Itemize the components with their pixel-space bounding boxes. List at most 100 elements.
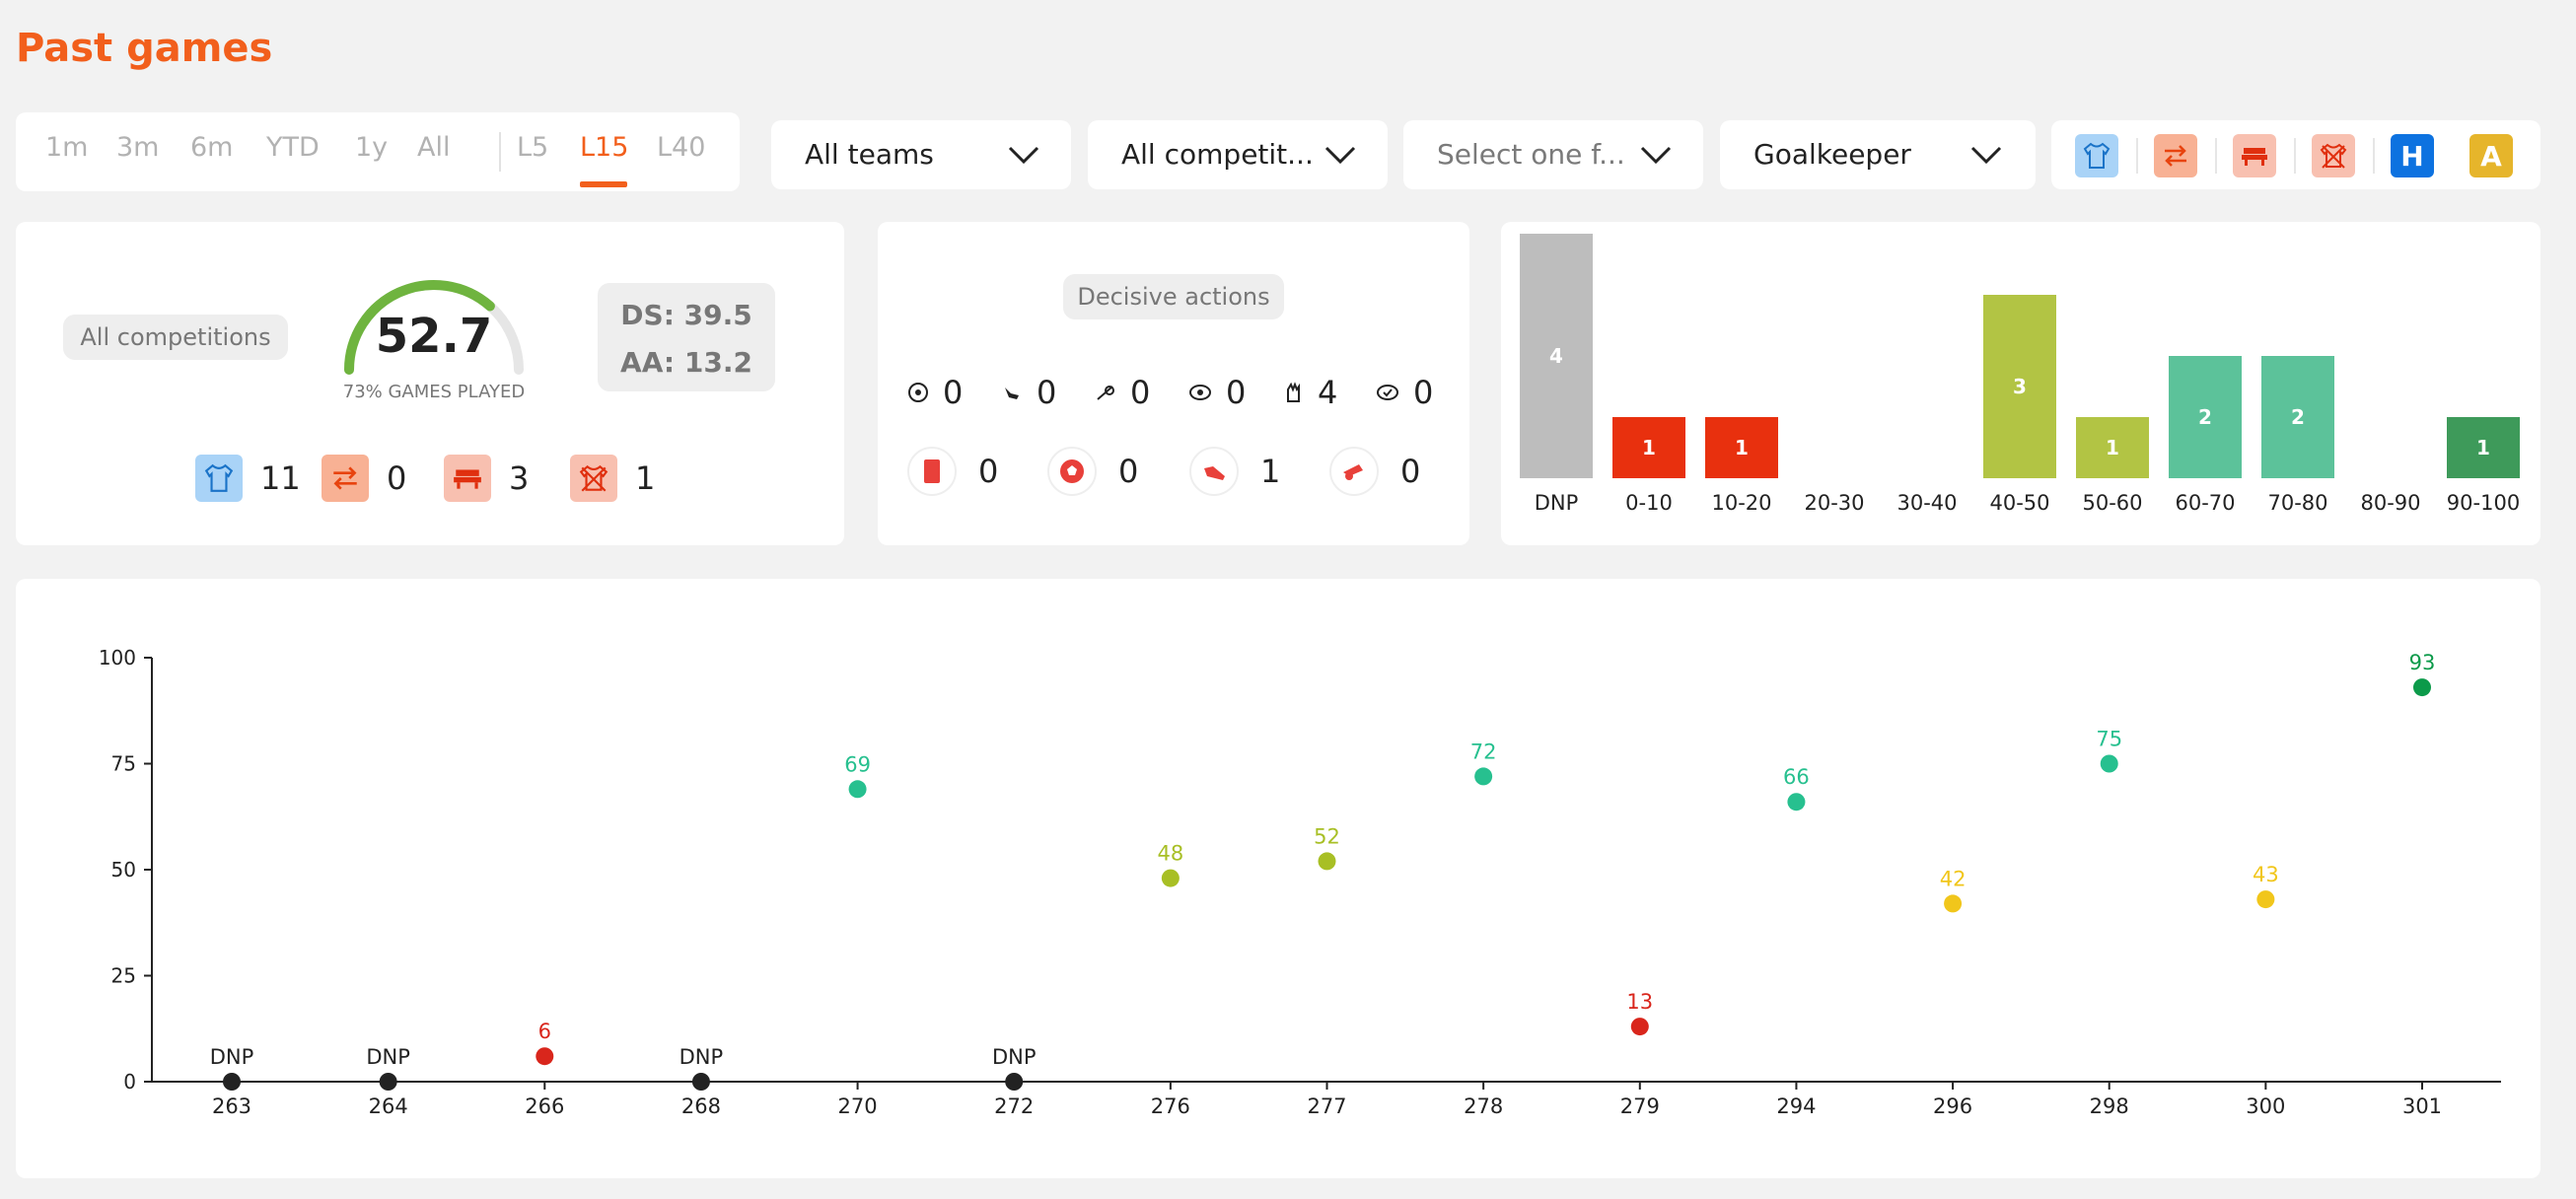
histogram-category-label: 40-50	[1989, 491, 2049, 515]
period-selector: 1m 3m 6m YTD 1y All L5 L15 L40	[16, 112, 740, 191]
game-score-point[interactable]	[691, 1073, 710, 1091]
away-filter-button[interactable]: A	[2469, 134, 2513, 177]
decisive-red-card: 0	[907, 447, 998, 496]
period-l5[interactable]: L5	[517, 132, 549, 163]
period-3m[interactable]: 3m	[116, 132, 160, 163]
period-active-underline	[580, 181, 627, 187]
decisive-value: 4	[1318, 374, 1338, 411]
decisive-own-goal: 0	[1047, 447, 1138, 496]
assist-icon	[1005, 388, 1019, 399]
game-score-point[interactable]	[1005, 1073, 1024, 1091]
game-score-point[interactable]	[1944, 894, 1963, 913]
game-score-label: 13	[1626, 990, 1653, 1014]
x-tick-label: 276	[1151, 1094, 1190, 1118]
game-score-point[interactable]	[1630, 1018, 1649, 1036]
x-tick-label: 298	[2090, 1094, 2129, 1118]
period-6m[interactable]: 6m	[190, 132, 234, 163]
x-tick-label: 263	[212, 1094, 251, 1118]
home-filter-button[interactable]: H	[2391, 134, 2434, 177]
competitions-dropdown[interactable]: All competit...	[1088, 120, 1388, 189]
decisive-value: 0	[978, 453, 999, 490]
decisive-error: 1	[1189, 447, 1280, 496]
stat-not-played: 1	[570, 455, 655, 502]
histogram-category-label: 60-70	[2175, 491, 2235, 515]
decisive-goal: 0	[907, 374, 963, 411]
decisive-assist: 0	[1001, 374, 1056, 411]
game-score-point[interactable]	[1161, 869, 1180, 887]
x-tick-label: 300	[2246, 1094, 2285, 1118]
games-played-label: 73% GAMES PLAYED	[342, 382, 526, 402]
game-score-label: 43	[2253, 863, 2279, 886]
histogram-svg: 4 DNP 1 0-10 1 10-20 20-30 30-40 3 40-50 1 50-60 2 60…	[1520, 234, 2520, 515]
histogram-category-label: 10-20	[1711, 491, 1771, 515]
decisive-gloves: 4	[1282, 374, 1337, 411]
histogram-category-label: 70-80	[2267, 491, 2327, 515]
select-one-dropdown[interactable]: Select one f...	[1403, 120, 1703, 189]
game-score-label: 66	[1783, 765, 1810, 789]
game-score-point[interactable]	[2256, 890, 2275, 909]
not-played-icon[interactable]	[2312, 134, 2355, 177]
histogram-bar	[1612, 417, 1685, 478]
decisive-value: 0	[943, 374, 964, 411]
y-tick-label: 0	[123, 1070, 136, 1093]
period-all[interactable]: All	[417, 132, 451, 163]
game-score-label: DNP	[366, 1045, 410, 1069]
bench-icon[interactable]	[2233, 134, 2276, 177]
histogram-bar	[2076, 417, 2149, 478]
game-score-point[interactable]	[536, 1047, 554, 1066]
histogram-category-label: 90-100	[2447, 491, 2520, 515]
period-divider	[499, 132, 501, 172]
y-tick-label: 75	[111, 752, 136, 776]
game-score-point[interactable]	[2413, 678, 2431, 697]
histogram-category-label: DNP	[1535, 491, 1579, 515]
game-score-label: 72	[1470, 740, 1497, 763]
game-scores-chart: 0 25 50 75 100 263 DNP 264 DNP 266 6 268 DNP 270 69 272…	[16, 579, 2540, 1178]
teams-dropdown-value: All teams	[805, 138, 934, 171]
x-tick-label: 272	[994, 1094, 1034, 1118]
histogram-category-label: 80-90	[2360, 491, 2420, 515]
game-score-label: 52	[1314, 824, 1340, 848]
decisive-value: 0	[1037, 374, 1057, 411]
histogram-bar-label: 4	[1549, 344, 1563, 368]
game-score-label: 69	[844, 752, 871, 776]
histogram-bar	[1520, 234, 1593, 478]
period-l15[interactable]: L15	[580, 132, 629, 163]
stat-value: 0	[387, 459, 407, 497]
histogram-bar	[2447, 417, 2520, 478]
game-score-point[interactable]	[848, 780, 867, 799]
game-score-point[interactable]	[1318, 852, 1336, 871]
game-score-point[interactable]	[1474, 767, 1493, 786]
jersey-icon[interactable]	[2075, 134, 2118, 177]
not-played-icon	[570, 455, 617, 502]
select-one-placeholder: Select one f...	[1437, 138, 1625, 171]
decisive-shot: 0	[1095, 374, 1150, 411]
game-score-point[interactable]	[2100, 754, 2118, 773]
histogram-bar-label: 1	[2476, 436, 2490, 459]
histogram-category-label: 50-60	[2082, 491, 2142, 515]
histogram-bar-label: 1	[1642, 436, 1656, 459]
period-1m[interactable]: 1m	[45, 132, 89, 163]
aa-value: AA: 13.2	[620, 346, 752, 379]
period-l40[interactable]: L40	[657, 132, 706, 163]
x-tick-label: 301	[2402, 1094, 2442, 1118]
decisive-clean-sheet: 0	[1376, 374, 1433, 411]
x-tick-label: 277	[1307, 1094, 1346, 1118]
position-dropdown[interactable]: Goalkeeper	[1720, 120, 2036, 189]
game-score-point[interactable]	[223, 1073, 241, 1091]
penalty-icon	[1329, 447, 1379, 496]
scatter-svg: 0 25 50 75 100 263 DNP 264 DNP 266 6 268 DNP 270 69 272…	[99, 646, 2501, 1118]
game-score-label: DNP	[680, 1045, 724, 1069]
chevron-down-icon	[1324, 146, 1356, 165]
stat-substituted: 0	[322, 455, 406, 502]
game-score-label: 48	[1157, 842, 1183, 866]
decisive-actions-label: Decisive actions	[1063, 274, 1284, 319]
game-score-point[interactable]	[379, 1073, 397, 1091]
teams-dropdown[interactable]: All teams	[771, 120, 1071, 189]
period-1y[interactable]: 1y	[355, 132, 389, 163]
game-score-point[interactable]	[1787, 793, 1806, 811]
substitution-icon[interactable]	[2154, 134, 2197, 177]
own-goal-icon	[1047, 447, 1097, 496]
period-ytd[interactable]: YTD	[266, 132, 320, 163]
x-tick-label: 279	[1620, 1094, 1660, 1118]
save-icon	[1189, 385, 1211, 400]
